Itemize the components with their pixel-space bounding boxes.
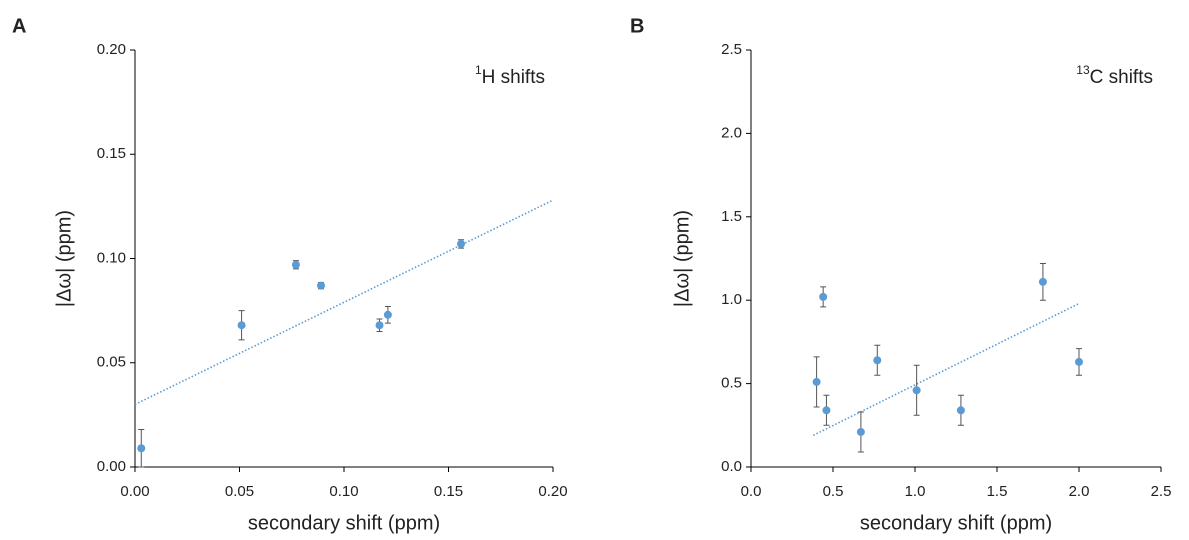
- y-axis-title: |Δω| (ppm): [53, 210, 75, 307]
- y-tick-label: 0.05: [97, 354, 126, 371]
- x-tick-label: 2.0: [1069, 483, 1090, 500]
- data-point: [317, 281, 326, 290]
- data-point: [237, 321, 246, 330]
- y-tick-label: 1.0: [721, 291, 742, 308]
- trendline: [134, 199, 554, 406]
- annotation: 13C shifts: [1076, 63, 1153, 88]
- x-tick-label: 0.5: [823, 483, 844, 500]
- panel-label: A: [12, 15, 26, 37]
- annotation-superscript: 1: [475, 63, 482, 77]
- data-point: [956, 406, 965, 415]
- x-tick-label: 2.5: [1151, 483, 1172, 500]
- x-tick-label: 1.0: [905, 483, 926, 500]
- x-tick-label: 0.00: [120, 483, 149, 500]
- data-point: [856, 427, 865, 436]
- annotation-text: C shifts: [1090, 67, 1153, 88]
- data-point: [912, 386, 921, 395]
- y-tick-label: 2.0: [721, 124, 742, 141]
- data-point: [873, 356, 882, 365]
- data-point: [1038, 277, 1047, 286]
- x-tick-label: 0.15: [434, 483, 463, 500]
- y-tick-label: 0.10: [97, 249, 126, 266]
- x-axis-title: secondary shift (ppm): [860, 512, 1052, 534]
- x-tick-label: 0.0: [741, 483, 762, 500]
- y-tick-label: 0.00: [97, 458, 126, 475]
- y-tick-label: 2.5: [721, 41, 742, 58]
- y-axis-title: |Δω| (ppm): [671, 210, 693, 307]
- data-point: [812, 377, 821, 386]
- data-point: [375, 321, 384, 330]
- data-point: [457, 239, 466, 248]
- x-tick-label: 0.20: [538, 483, 567, 500]
- x-tick-label: 0.10: [329, 483, 358, 500]
- y-tick-label: 0.15: [97, 145, 126, 162]
- x-axis-title: secondary shift (ppm): [248, 512, 440, 534]
- annotation-text: H shifts: [482, 67, 545, 88]
- annotation-superscript: 13: [1076, 63, 1090, 77]
- data-point: [137, 444, 146, 453]
- data-point: [1075, 357, 1083, 366]
- data-point: [291, 260, 300, 269]
- y-tick-label: 0.20: [97, 41, 126, 58]
- x-tick-label: 1.5: [987, 483, 1008, 500]
- panel-label: B: [630, 15, 644, 37]
- x-tick-label: 0.05: [225, 483, 254, 500]
- y-tick-label: 0.5: [721, 375, 742, 392]
- y-tick-label: 0.0: [721, 458, 742, 475]
- data-point: [822, 406, 831, 415]
- trendline: [812, 302, 1080, 437]
- data-point: [819, 292, 828, 301]
- annotation: 1H shifts: [475, 63, 545, 88]
- data-point: [383, 310, 392, 319]
- y-tick-label: 1.5: [721, 208, 742, 225]
